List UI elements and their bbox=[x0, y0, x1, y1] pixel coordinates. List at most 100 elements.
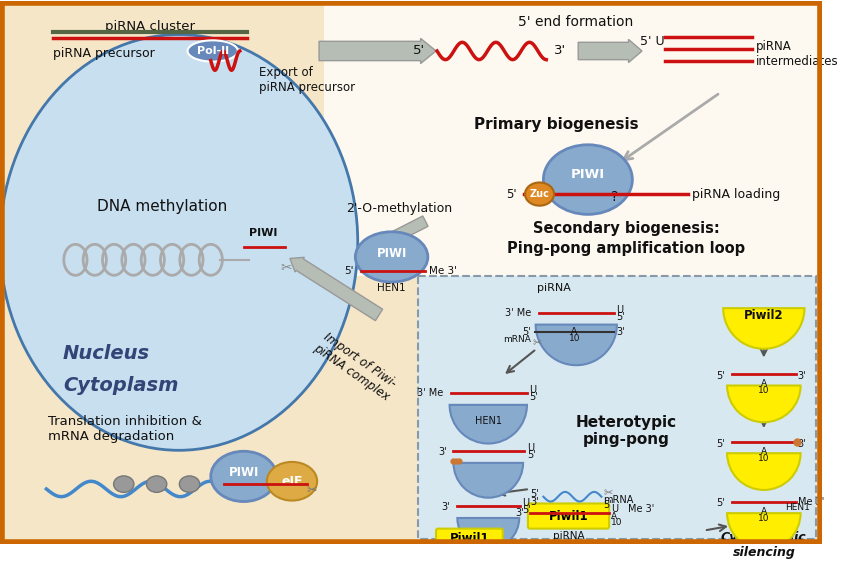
Text: Nucleus: Nucleus bbox=[63, 344, 150, 363]
Text: PIWI: PIWI bbox=[377, 247, 407, 260]
Text: HEN1: HEN1 bbox=[785, 503, 810, 512]
Text: 3': 3' bbox=[616, 327, 625, 337]
Text: Translation inhibition &
mRNA degradation: Translation inhibition & mRNA degradatio… bbox=[48, 415, 202, 442]
Text: 5': 5' bbox=[604, 500, 612, 510]
Text: 2'-O-methylation: 2'-O-methylation bbox=[346, 202, 452, 215]
Text: piRNA: piRNA bbox=[552, 531, 584, 541]
Text: A: A bbox=[761, 447, 767, 456]
Text: 5': 5' bbox=[717, 371, 725, 381]
FancyArrow shape bbox=[319, 38, 436, 64]
Text: Pol-II: Pol-II bbox=[196, 46, 229, 56]
Text: 5' end formation: 5' end formation bbox=[518, 15, 633, 29]
Text: HEN1: HEN1 bbox=[377, 283, 406, 293]
Bar bbox=[324, 1, 817, 277]
Wedge shape bbox=[450, 405, 527, 443]
Text: 5': 5' bbox=[616, 312, 625, 322]
Wedge shape bbox=[536, 325, 617, 365]
Text: 5': 5' bbox=[529, 392, 538, 402]
Text: 3': 3' bbox=[797, 438, 807, 448]
Wedge shape bbox=[727, 453, 801, 490]
Text: Zuc: Zuc bbox=[530, 189, 549, 199]
Wedge shape bbox=[727, 513, 801, 550]
Text: Me 3': Me 3' bbox=[628, 504, 654, 514]
Wedge shape bbox=[723, 308, 804, 349]
Text: U: U bbox=[616, 305, 623, 315]
Text: 10: 10 bbox=[611, 518, 622, 527]
FancyArrow shape bbox=[290, 257, 382, 321]
Ellipse shape bbox=[179, 476, 200, 492]
Text: piRNA precursor: piRNA precursor bbox=[54, 47, 155, 60]
Text: 10: 10 bbox=[758, 454, 769, 463]
Text: 3': 3' bbox=[530, 497, 539, 506]
Text: eIF: eIF bbox=[281, 475, 303, 488]
Text: PIWI: PIWI bbox=[229, 466, 259, 479]
Ellipse shape bbox=[188, 40, 238, 62]
Text: Piwil1: Piwil1 bbox=[549, 510, 588, 523]
Text: Secondary biogenesis:
Ping-pong amplification loop: Secondary biogenesis: Ping-pong amplific… bbox=[507, 221, 745, 256]
Text: Piwil2: Piwil2 bbox=[744, 310, 784, 323]
Ellipse shape bbox=[355, 232, 428, 282]
Wedge shape bbox=[453, 463, 523, 498]
Text: piRNA
intermediates: piRNA intermediates bbox=[756, 40, 839, 68]
Text: piRNA cluster: piRNA cluster bbox=[105, 20, 195, 33]
Text: PIWI: PIWI bbox=[571, 168, 605, 181]
Text: A: A bbox=[761, 507, 767, 516]
Text: Cytoplasm: Cytoplasm bbox=[63, 376, 178, 395]
Text: 3': 3' bbox=[438, 447, 447, 457]
Text: 5' U: 5' U bbox=[640, 35, 665, 48]
Text: 10: 10 bbox=[758, 514, 769, 523]
Ellipse shape bbox=[543, 145, 632, 214]
Text: 3': 3' bbox=[441, 502, 450, 513]
Text: A: A bbox=[571, 327, 577, 336]
FancyArrow shape bbox=[578, 39, 642, 62]
Text: 5': 5' bbox=[717, 498, 725, 509]
FancyBboxPatch shape bbox=[528, 504, 609, 529]
Text: ?: ? bbox=[611, 190, 619, 204]
Text: Me 3': Me 3' bbox=[429, 266, 457, 277]
Text: A: A bbox=[761, 379, 767, 388]
Text: 5': 5' bbox=[717, 438, 725, 448]
Text: 3' Me: 3' Me bbox=[505, 308, 530, 318]
Text: 5': 5' bbox=[527, 450, 536, 460]
Ellipse shape bbox=[114, 476, 134, 492]
Text: ✂: ✂ bbox=[533, 338, 542, 348]
Text: piRNA loading: piRNA loading bbox=[692, 188, 780, 201]
Text: DNA methylation: DNA methylation bbox=[97, 199, 227, 214]
Text: Heterotypic
ping-pong: Heterotypic ping-pong bbox=[576, 415, 677, 447]
Text: mRNA: mRNA bbox=[503, 334, 530, 343]
Ellipse shape bbox=[146, 476, 167, 492]
FancyBboxPatch shape bbox=[436, 529, 503, 548]
Text: 5': 5' bbox=[522, 327, 530, 337]
Text: piRNA: piRNA bbox=[536, 283, 570, 293]
Text: U: U bbox=[529, 386, 536, 395]
Wedge shape bbox=[727, 386, 801, 422]
Text: 10: 10 bbox=[758, 386, 769, 395]
Text: 3': 3' bbox=[554, 44, 566, 57]
Ellipse shape bbox=[525, 183, 554, 206]
Text: 5': 5' bbox=[522, 505, 531, 515]
Text: 3': 3' bbox=[797, 371, 807, 381]
Text: 3' Me: 3' Me bbox=[416, 388, 443, 398]
Text: 5': 5' bbox=[413, 44, 426, 57]
Text: mRNA: mRNA bbox=[604, 495, 634, 505]
Text: ✂: ✂ bbox=[280, 261, 292, 275]
Text: 5': 5' bbox=[506, 188, 516, 201]
Ellipse shape bbox=[267, 462, 317, 501]
Text: Export of
piRNA precursor: Export of piRNA precursor bbox=[259, 66, 355, 94]
Ellipse shape bbox=[0, 34, 358, 450]
Text: A: A bbox=[611, 511, 617, 520]
Text: 10: 10 bbox=[569, 334, 580, 343]
Text: Me 3': Me 3' bbox=[797, 497, 824, 506]
Text: Import of Piwi-
piRNA complex: Import of Piwi- piRNA complex bbox=[311, 329, 400, 404]
Text: Primary biogenesis: Primary biogenesis bbox=[473, 117, 638, 132]
Wedge shape bbox=[457, 518, 519, 549]
Text: Cytoplasmic
silencing: Cytoplasmic silencing bbox=[721, 531, 807, 559]
Text: U: U bbox=[522, 498, 530, 509]
Text: Piwil1: Piwil1 bbox=[450, 532, 490, 545]
Ellipse shape bbox=[211, 451, 276, 501]
FancyArrow shape bbox=[364, 216, 428, 255]
Text: U: U bbox=[611, 504, 618, 514]
Text: ✂: ✂ bbox=[306, 484, 316, 497]
Text: 5': 5' bbox=[344, 266, 354, 277]
Text: U: U bbox=[527, 443, 534, 454]
